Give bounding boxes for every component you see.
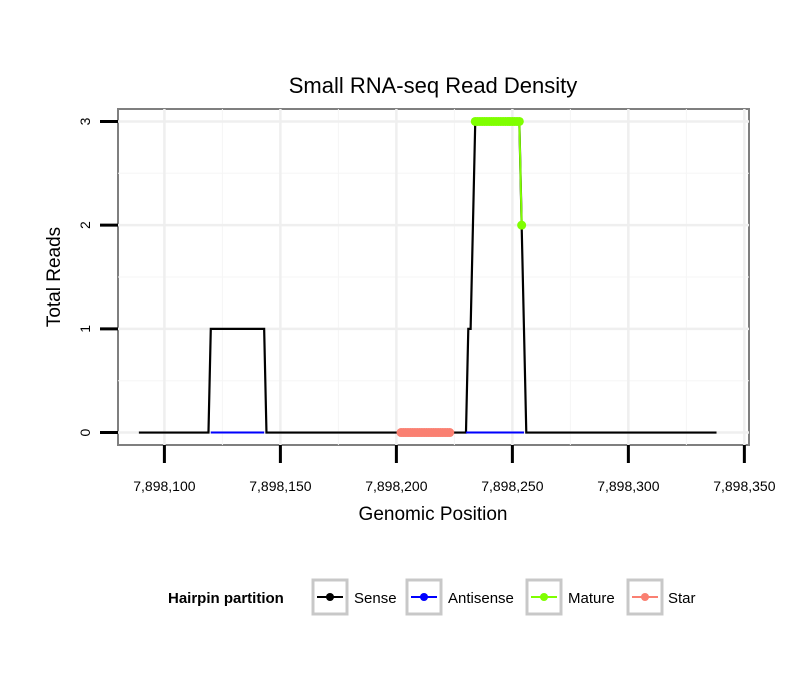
legend-label: Star	[668, 590, 696, 607]
x-tick-label: 7,898,100	[133, 478, 195, 494]
y-tick-label: 2	[77, 221, 93, 229]
legend-key-point	[420, 593, 428, 601]
legend-title: Hairpin partition	[168, 590, 284, 607]
chart-title: Small RNA-seq Read Density	[289, 73, 578, 98]
legend-items: Sense Antisense Mature Star	[311, 578, 696, 616]
legend-label: Mature	[568, 590, 615, 607]
y-axis: 0 1 2 3	[77, 117, 118, 436]
x-axis-title: Genomic Position	[359, 504, 508, 525]
x-tick-label: 7,898,350	[713, 478, 775, 494]
series-star-point	[445, 428, 455, 438]
legend-label: Antisense	[448, 590, 514, 607]
legend-item-sense: Sense	[311, 578, 397, 616]
series-sense-line	[138, 120, 717, 434]
y-tick-label: 0	[77, 428, 93, 436]
x-axis: 7,898,100 7,898,150 7,898,200 7,898,250 7,89…	[133, 445, 776, 494]
x-tick-label: 7,898,200	[365, 478, 427, 494]
legend-key-point	[641, 593, 649, 601]
x-tick-label: 7,898,150	[249, 478, 311, 494]
y-axis-title: Total Reads	[44, 227, 65, 327]
legend-item-star: Star	[626, 578, 696, 616]
series-layer	[138, 116, 717, 438]
legend-label: Sense	[354, 590, 397, 607]
legend: Hairpin partition Sense Antisense Mature St…	[168, 578, 696, 616]
legend-item-antisense: Antisense	[405, 578, 514, 616]
y-tick-label: 3	[77, 117, 93, 125]
legend-key-point	[326, 593, 334, 601]
series-mature-point	[517, 220, 527, 230]
series-mature-point	[514, 116, 524, 126]
legend-key-point	[540, 593, 548, 601]
legend-item-mature: Mature	[525, 578, 615, 616]
y-tick-label: 1	[77, 325, 93, 333]
x-tick-label: 7,898,300	[597, 478, 659, 494]
x-tick-label: 7,898,250	[481, 478, 543, 494]
